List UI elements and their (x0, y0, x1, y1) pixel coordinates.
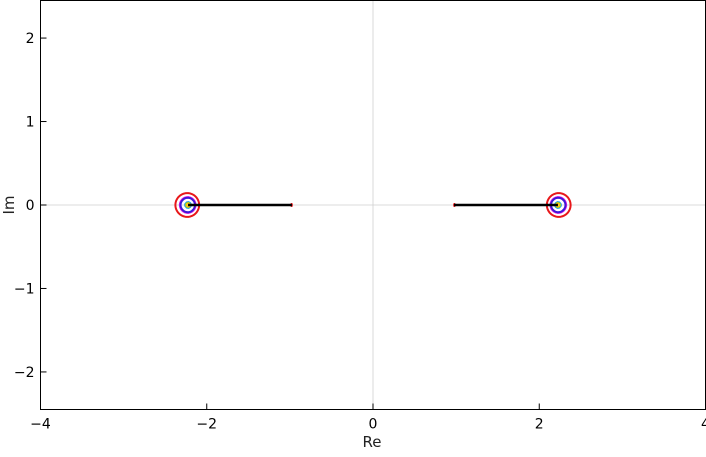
x-tick-label: 2 (535, 417, 544, 433)
contour-lemniscate-2 (179, 196, 567, 214)
y-tick-label: 0 (26, 198, 35, 214)
axis-ticks: −4 −2 0 2 4 −2 −1 0 1 2 (14, 31, 706, 433)
y-axis-label: Im (0, 195, 18, 214)
grid-lines (40, 0, 706, 410)
y-tick-label: 2 (26, 31, 35, 47)
y-tick-label: −2 (14, 365, 35, 381)
x-axis-label: Re (363, 433, 382, 451)
y-tick-label: −1 (14, 281, 35, 297)
x-tick-label: −2 (196, 417, 217, 433)
x-tick-label: −4 (30, 417, 51, 433)
x-tick-label: 0 (369, 417, 378, 433)
y-tick-label: 1 (26, 115, 35, 131)
x-tick-label: 4 (701, 417, 706, 433)
